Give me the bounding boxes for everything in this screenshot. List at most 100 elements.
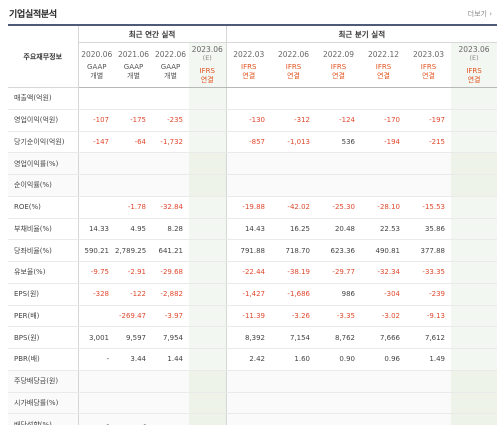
- table-cell: [226, 414, 271, 425]
- table-cell: -22.44: [226, 262, 271, 284]
- table-row: 영업이익(억원)-107-175-235-130-312-124-170-197: [8, 109, 497, 131]
- table-cell: -215: [406, 131, 451, 153]
- table-cell: [271, 175, 316, 197]
- table-cell: [78, 392, 115, 414]
- accounting-standard-label: IFRS: [271, 63, 316, 72]
- table-cell: -3.35: [316, 305, 361, 327]
- table-cell: 1.44: [152, 349, 189, 371]
- accounting-standard-label: 연결: [271, 72, 316, 81]
- period-label: 2022.06: [271, 50, 316, 59]
- table-row: ROE(%)-1.78-32.84-19.88-42.02-25.30-28.1…: [8, 196, 497, 218]
- period-label: 2022.06: [152, 50, 189, 59]
- table-cell: -29.68: [152, 262, 189, 284]
- table-cell: [189, 370, 226, 392]
- accounting-standard-label: IFRS: [189, 67, 226, 76]
- accounting-standard-label: IFRS: [361, 63, 406, 72]
- table-cell: [451, 392, 497, 414]
- row-label: 배당성향(%): [8, 414, 78, 425]
- table-row: 영업이익률(%): [8, 153, 497, 175]
- table-cell: -269.47: [115, 305, 152, 327]
- table-cell: -3.02: [361, 305, 406, 327]
- table-cell: -19.88: [226, 196, 271, 218]
- table-cell: 536: [316, 131, 361, 153]
- table-cell: -42.02: [271, 196, 316, 218]
- table-cell: 8,392: [226, 327, 271, 349]
- table-cell: -107: [78, 109, 115, 131]
- accounting-standard-label: 연결: [406, 72, 451, 81]
- row-label: 시가배당률(%): [8, 392, 78, 414]
- table-cell: -122: [115, 283, 152, 305]
- more-link-label: 더보기: [468, 10, 487, 18]
- panel-title: 기업실적분석: [9, 7, 57, 20]
- table-cell: [406, 392, 451, 414]
- table-cell: -239: [406, 283, 451, 305]
- table-cell: [78, 305, 115, 327]
- table-cell: -1,732: [152, 131, 189, 153]
- table-cell: [78, 370, 115, 392]
- table-cell: [189, 262, 226, 284]
- row-label: 유보율(%): [8, 262, 78, 284]
- table-cell: -32.34: [361, 262, 406, 284]
- accounting-standard-label: IFRS: [406, 63, 451, 72]
- accounting-standard-label: 개별: [79, 72, 116, 81]
- table-cell: 3,001: [78, 327, 115, 349]
- table-cell: -29.77: [316, 262, 361, 284]
- table-cell: -124: [316, 109, 361, 131]
- table-cell: 718.70: [271, 240, 316, 262]
- table-cell: -32.84: [152, 196, 189, 218]
- table-cell: -38.19: [271, 262, 316, 284]
- table-cell: [406, 414, 451, 425]
- table-cell: [189, 349, 226, 371]
- table-cell: [406, 88, 451, 110]
- table-cell: [451, 349, 497, 371]
- table-cell: [451, 218, 497, 240]
- row-label: PER(배): [8, 305, 78, 327]
- table-cell: [226, 370, 271, 392]
- accounting-standard-label: 개별: [115, 72, 152, 81]
- table-cell: -33.35: [406, 262, 451, 284]
- table-cell: 590.21: [78, 240, 115, 262]
- table-cell: -1,013: [271, 131, 316, 153]
- table-cell: 490.81: [361, 240, 406, 262]
- table-cell: [316, 88, 361, 110]
- table-cell: [451, 175, 497, 197]
- table-cell: [406, 175, 451, 197]
- accounting-standard-label: IFRS: [451, 67, 497, 76]
- table-cell: [78, 153, 115, 175]
- table-cell: [406, 370, 451, 392]
- accounting-standard-label: 연결: [227, 72, 272, 81]
- table-cell: 641.21: [152, 240, 189, 262]
- table-cell: [316, 392, 361, 414]
- table-cell: [316, 370, 361, 392]
- table-cell: -175: [115, 109, 152, 131]
- table-cell: -11.39: [226, 305, 271, 327]
- table-cell: [189, 240, 226, 262]
- table-cell: -2.91: [115, 262, 152, 284]
- table-cell: 4.95: [115, 218, 152, 240]
- table-cell: [115, 88, 152, 110]
- table-cell: [152, 153, 189, 175]
- table-cell: [78, 175, 115, 197]
- table-cell: [226, 153, 271, 175]
- accounting-standard-label: 연결: [451, 76, 497, 85]
- table-cell: -: [115, 414, 152, 425]
- more-link[interactable]: 더보기 ›: [468, 9, 492, 19]
- row-label: EPS(원): [8, 283, 78, 305]
- table-cell: 623.36: [316, 240, 361, 262]
- table-cell: [451, 88, 497, 110]
- row-label: 영업이익률(%): [8, 153, 78, 175]
- table-cell: [361, 153, 406, 175]
- table-cell: -147: [78, 131, 115, 153]
